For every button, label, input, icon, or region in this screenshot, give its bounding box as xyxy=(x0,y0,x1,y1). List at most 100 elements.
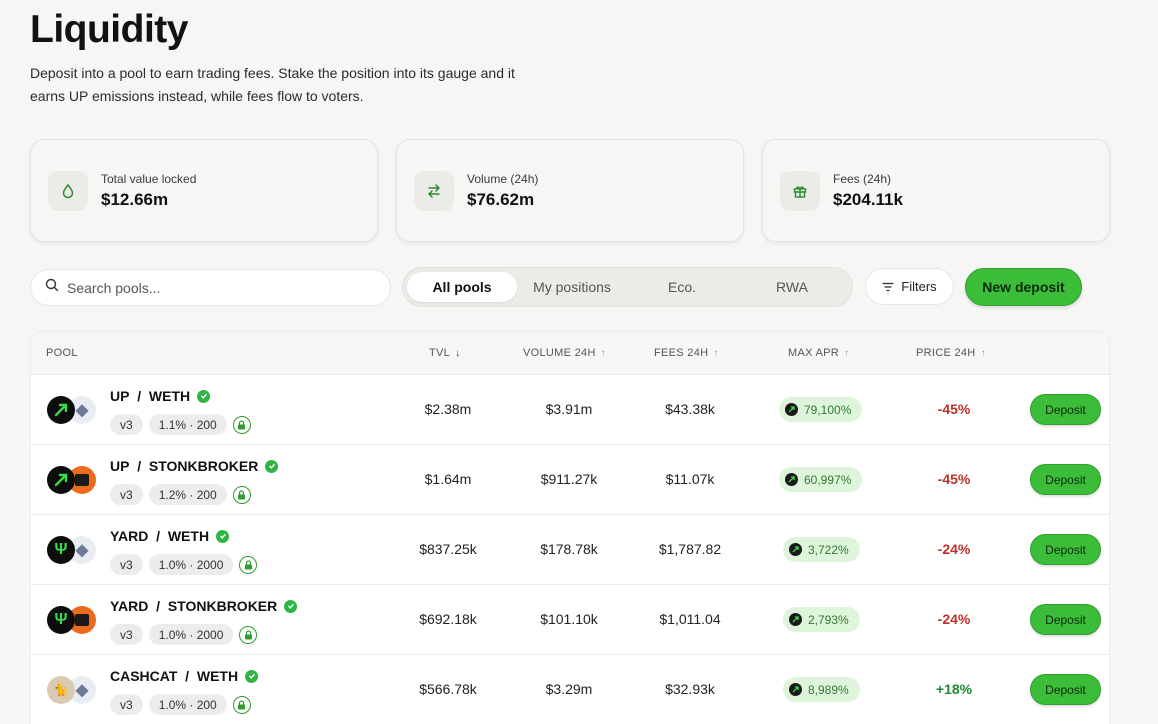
fee-tier-badge: 1.0% · 2000 xyxy=(148,624,234,645)
column-header-tvl[interactable]: TVL ↓ xyxy=(429,347,461,359)
column-header-apr[interactable]: MAX APR ↑ xyxy=(788,347,850,359)
pool-pair-name: CASHCAT / WETH xyxy=(110,668,259,684)
stat-label: Fees (24h) xyxy=(833,171,892,186)
table-header: POOL TVL ↓ VOLUME 24H ↑ FEES 24H ↑ MAX APR ↑… xyxy=(31,332,1109,375)
version-badge: v3 xyxy=(110,694,143,715)
table-row[interactable]: ◆ UP / WETH v3 1.1% · 200 $2.38m $3.91m … xyxy=(31,375,1109,445)
table-row[interactable]: UP / STONKBROKER v3 1.2% · 200 $1.64m $9… xyxy=(31,445,1109,515)
apr-badge: 60,997% xyxy=(779,467,863,492)
fee-tier-badge: 1.0% · 2000 xyxy=(148,554,234,575)
stat-value: $12.66m xyxy=(101,189,169,209)
volume-value: $178.78k xyxy=(540,541,598,557)
price-change: -45% xyxy=(937,471,971,487)
stat-card-tvl: Total value locked $12.66m xyxy=(30,139,378,242)
droplet-icon xyxy=(48,170,88,211)
up-token-icon xyxy=(47,396,75,424)
stat-card-fees: Fees (24h) $204.11k xyxy=(762,139,1110,242)
fee-tier-badge: 1.1% · 200 xyxy=(148,414,227,435)
stat-value: $76.62m xyxy=(467,189,535,209)
verified-check-icon xyxy=(265,459,279,473)
table-row[interactable]: Ψ YARD / STONKBROKER v3 1.0% · 2000 $692… xyxy=(31,585,1109,655)
volume-value: $3.91m xyxy=(545,401,593,417)
fees-value: $32.93k xyxy=(665,681,715,697)
verified-check-icon xyxy=(245,669,259,683)
table-row[interactable]: 🐈 ◆ CASHCAT / WETH v3 1.0% · 200 $566.78… xyxy=(31,655,1109,724)
sort-asc-icon: ↑ xyxy=(980,347,986,359)
lock-icon xyxy=(232,695,251,714)
pool-tags: v3 1.0% · 200 xyxy=(110,694,251,715)
yard-token-icon: Ψ xyxy=(47,536,75,564)
volume-value: $101.10k xyxy=(540,611,598,627)
fees-value: $1,787.82 xyxy=(658,541,722,557)
lock-icon xyxy=(232,415,251,434)
deposit-button[interactable]: Deposit xyxy=(1030,604,1101,635)
column-header-pool[interactable]: POOL xyxy=(46,347,78,359)
pool-pair-name: YARD / WETH xyxy=(110,528,230,544)
price-change: +18% xyxy=(935,681,973,697)
up-token-icon xyxy=(785,403,798,416)
cashcat-token-icon: 🐈 xyxy=(47,676,75,704)
deposit-button[interactable]: Deposit xyxy=(1030,674,1101,705)
apr-badge: 3,722% xyxy=(783,537,860,562)
swap-arrows-icon xyxy=(414,170,454,211)
tvl-value: $566.78k xyxy=(419,681,477,697)
verified-check-icon xyxy=(284,599,298,613)
stat-value: $204.11k xyxy=(833,189,903,209)
tvl-value: $2.38m xyxy=(424,401,472,417)
tab-eco[interactable]: Eco. xyxy=(667,279,696,295)
tab-all-pools[interactable]: All pools xyxy=(407,272,517,302)
up-token-icon xyxy=(789,683,802,696)
search-input[interactable] xyxy=(67,279,367,296)
price-change: -24% xyxy=(937,541,971,557)
tvl-value: $1.64m xyxy=(424,471,472,487)
column-header-price[interactable]: PRICE 24H ↑ xyxy=(916,347,986,359)
up-token-icon xyxy=(789,543,802,556)
fees-value: $43.38k xyxy=(665,401,715,417)
version-badge: v3 xyxy=(110,624,143,645)
column-header-fees[interactable]: FEES 24H ↑ xyxy=(654,347,719,359)
table-row[interactable]: Ψ ◆ YARD / WETH v3 1.0% · 2000 $837.25k … xyxy=(31,515,1109,585)
lock-icon xyxy=(239,555,258,574)
column-header-volume[interactable]: VOLUME 24H ↑ xyxy=(523,347,607,359)
version-badge: v3 xyxy=(110,484,143,505)
pool-tags: v3 1.1% · 200 xyxy=(110,414,251,435)
yard-token-icon: Ψ xyxy=(47,606,75,634)
pool-tags: v3 1.2% · 200 xyxy=(110,484,251,505)
deposit-button[interactable]: Deposit xyxy=(1030,464,1101,495)
new-deposit-button[interactable]: New deposit xyxy=(965,268,1082,306)
price-change: -45% xyxy=(937,401,971,417)
fees-value: $1,011.04 xyxy=(659,611,721,627)
pool-pair-name: YARD / STONKBROKER xyxy=(110,598,298,614)
page-title: Liquidity xyxy=(30,8,188,51)
sort-asc-icon: ↑ xyxy=(713,347,719,359)
stat-label: Total value locked xyxy=(101,171,197,186)
fee-tier-badge: 1.2% · 200 xyxy=(148,484,227,505)
pool-pair-name: UP / WETH xyxy=(110,388,211,404)
tvl-value: $692.18k xyxy=(419,611,477,627)
verified-check-icon xyxy=(197,389,211,403)
tab-my-positions[interactable]: My positions xyxy=(533,279,611,295)
filters-button[interactable]: Filters xyxy=(865,268,954,305)
pool-pair-name: UP / STONKBROKER xyxy=(110,458,279,474)
gift-icon xyxy=(780,170,820,211)
up-token-icon xyxy=(47,466,75,494)
sort-asc-icon: ↑ xyxy=(600,347,607,359)
apr-badge: 79,100% xyxy=(779,397,863,422)
verified-check-icon xyxy=(216,529,230,543)
version-badge: v3 xyxy=(110,554,143,575)
deposit-button[interactable]: Deposit xyxy=(1030,394,1101,425)
pool-tags: v3 1.0% · 2000 xyxy=(110,624,258,645)
deposit-button[interactable]: Deposit xyxy=(1030,534,1101,565)
volume-value: $3.29m xyxy=(545,681,593,697)
pool-tags: v3 1.0% · 2000 xyxy=(110,554,258,575)
filter-icon xyxy=(882,282,894,291)
filters-label: Filters xyxy=(901,279,937,294)
up-token-icon xyxy=(789,613,802,626)
price-change: -24% xyxy=(937,611,971,627)
page-subtitle: Deposit into a pool to earn trading fees… xyxy=(30,65,515,104)
sort-asc-icon: ↑ xyxy=(844,347,850,359)
sort-desc-icon: ↓ xyxy=(455,347,461,359)
apr-badge: 8,989% xyxy=(783,677,860,702)
tab-rwa[interactable]: RWA xyxy=(776,279,808,295)
search-box[interactable] xyxy=(30,269,391,306)
